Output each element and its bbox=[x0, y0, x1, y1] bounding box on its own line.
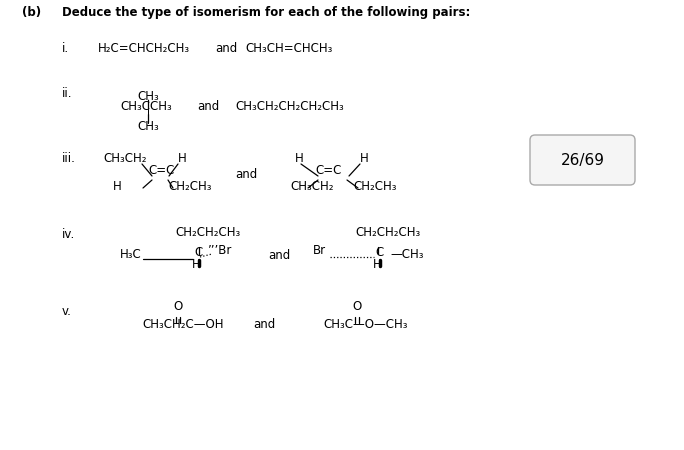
Text: and: and bbox=[253, 318, 275, 331]
Text: CH₃CH₂: CH₃CH₂ bbox=[103, 152, 146, 165]
Text: H: H bbox=[178, 152, 187, 165]
Text: CH₂CH₂CH₃: CH₂CH₂CH₃ bbox=[175, 226, 240, 239]
Text: C=C: C=C bbox=[148, 164, 174, 177]
Text: CH₃CH₂CH₂CH₂CH₃: CH₃CH₂CH₂CH₂CH₃ bbox=[235, 100, 344, 113]
FancyBboxPatch shape bbox=[530, 135, 635, 185]
Text: C=C: C=C bbox=[315, 164, 341, 177]
Text: H: H bbox=[113, 180, 122, 193]
Text: and: and bbox=[215, 42, 237, 55]
Text: H₃C: H₃C bbox=[120, 248, 142, 261]
Text: H: H bbox=[373, 258, 382, 271]
Text: v.: v. bbox=[62, 305, 72, 318]
Text: CH₃C—O—CH₃: CH₃C—O—CH₃ bbox=[323, 318, 408, 331]
Text: C: C bbox=[194, 246, 202, 259]
Text: iii.: iii. bbox=[62, 152, 76, 165]
Text: (b): (b) bbox=[22, 6, 41, 19]
Text: 26/69: 26/69 bbox=[560, 153, 605, 167]
Text: ii.: ii. bbox=[62, 87, 73, 100]
Text: O: O bbox=[173, 300, 183, 313]
Text: H: H bbox=[360, 152, 369, 165]
Text: CH₃CH=CHCH₃: CH₃CH=CHCH₃ bbox=[245, 42, 332, 55]
Text: CH₃CCH₃: CH₃CCH₃ bbox=[120, 100, 172, 113]
Text: CH₂CH₃: CH₂CH₃ bbox=[168, 180, 211, 193]
Text: and: and bbox=[235, 168, 257, 181]
Text: │: │ bbox=[144, 100, 152, 114]
Text: ’’’Br: ’’’Br bbox=[208, 244, 233, 257]
Text: H₂C=CHCH₂CH₃: H₂C=CHCH₂CH₃ bbox=[98, 42, 190, 55]
Text: CH₃: CH₃ bbox=[137, 120, 159, 133]
Text: CH₃: CH₃ bbox=[137, 90, 159, 103]
Text: CH₂CH₂CH₃: CH₂CH₂CH₃ bbox=[355, 226, 420, 239]
Text: and: and bbox=[268, 249, 290, 262]
Text: iv.: iv. bbox=[62, 228, 75, 241]
Text: i.: i. bbox=[62, 42, 69, 55]
Text: —CH₃: —CH₃ bbox=[390, 248, 423, 261]
Text: Deduce the type of isomerism for each of the following pairs:: Deduce the type of isomerism for each of… bbox=[62, 6, 471, 19]
Text: C: C bbox=[375, 246, 383, 259]
Text: and: and bbox=[197, 100, 220, 113]
Text: H: H bbox=[192, 258, 200, 271]
Text: O: O bbox=[352, 300, 362, 313]
Text: H: H bbox=[295, 152, 304, 165]
Text: Br: Br bbox=[313, 244, 326, 257]
Text: CH₃CH₂C—OH: CH₃CH₂C—OH bbox=[142, 318, 224, 331]
Text: CH₂CH₃: CH₂CH₃ bbox=[353, 180, 397, 193]
Text: CH₃CH₂: CH₃CH₂ bbox=[290, 180, 334, 193]
Text: │: │ bbox=[144, 110, 152, 124]
